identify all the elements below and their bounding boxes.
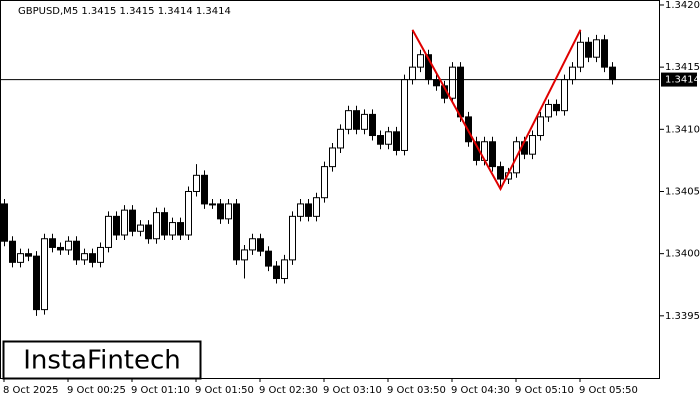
y-tick-label: 1.3420 xyxy=(665,0,700,11)
candle-body xyxy=(489,141,496,168)
x-tick-label: 9 Oct 01:50 xyxy=(195,385,254,396)
candle-body xyxy=(57,246,64,251)
candle-body xyxy=(233,203,240,261)
x-tick-label: 9 Oct 03:50 xyxy=(387,385,446,396)
x-tick-label: 9 Oct 04:30 xyxy=(451,385,510,396)
candle-body xyxy=(569,66,576,81)
candle-body xyxy=(537,116,544,137)
y-tick-label: 1.3405 xyxy=(665,186,700,197)
candle-body xyxy=(41,238,48,311)
candle-body xyxy=(81,253,88,261)
candle-body xyxy=(1,203,8,242)
current-price-box xyxy=(661,72,697,87)
candle-body xyxy=(369,113,376,137)
candle-body xyxy=(313,197,320,217)
candle-body xyxy=(321,166,328,199)
candle-body xyxy=(545,103,552,118)
candle-body xyxy=(65,240,72,251)
candle-body xyxy=(449,66,456,99)
logo: InstaFintech xyxy=(23,346,181,376)
candle-body xyxy=(577,41,584,68)
candle-body xyxy=(185,190,192,236)
candle-body xyxy=(377,135,384,145)
y-tick-label: 1.3395 xyxy=(665,311,700,322)
logo-box xyxy=(2,340,202,380)
x-tick-label: 9 Oct 05:10 xyxy=(515,385,574,396)
candle-body xyxy=(249,238,256,251)
plot-frame xyxy=(0,0,660,379)
chart-title: GBPUSD,M5 1.3415 1.3415 1.3414 1.3414 xyxy=(18,6,231,17)
candle-body xyxy=(457,66,464,118)
candle-body xyxy=(177,222,184,236)
candle-body xyxy=(529,135,536,155)
candle-body xyxy=(9,240,16,263)
candle-body xyxy=(273,265,280,280)
x-tick-label: 9 Oct 03:10 xyxy=(323,385,382,396)
candle-body xyxy=(409,66,416,81)
candle-body xyxy=(209,203,216,206)
candle-body xyxy=(401,79,408,151)
candle-body xyxy=(105,215,112,248)
candle-body xyxy=(289,215,296,261)
y-tick-label: 1.3410 xyxy=(665,124,700,135)
x-tick-label: 9 Oct 05:50 xyxy=(579,385,638,396)
candle-body xyxy=(73,240,80,261)
candle-body xyxy=(393,131,400,151)
x-tick-label: 8 Oct 2025 xyxy=(3,385,58,396)
candle-body xyxy=(161,212,168,236)
candle-body xyxy=(281,259,288,280)
candle-body xyxy=(153,212,160,240)
candle-body xyxy=(361,113,368,130)
candle-body xyxy=(585,41,592,58)
candle-body xyxy=(129,209,136,232)
candle-body xyxy=(385,131,392,145)
candle-body xyxy=(417,54,424,68)
candle-body xyxy=(121,209,128,236)
candle-body xyxy=(25,253,32,257)
y-tick-label: 1.3400 xyxy=(665,249,700,260)
x-tick-label: 9 Oct 01:10 xyxy=(131,385,190,396)
candle-body xyxy=(601,39,608,68)
candle-body xyxy=(97,246,104,263)
candle-body xyxy=(297,203,304,217)
candle-body xyxy=(305,203,312,217)
x-tick-label: 9 Oct 02:30 xyxy=(259,385,318,396)
candle-body xyxy=(145,224,152,240)
candle-body xyxy=(169,222,176,236)
candle-body xyxy=(609,66,616,81)
candle-body xyxy=(561,79,568,112)
candle-body xyxy=(89,253,96,263)
y-tick-label: 1.3415 xyxy=(665,62,700,73)
candle-body xyxy=(241,249,248,261)
x-tick-label: 9 Oct 00:25 xyxy=(67,385,126,396)
candle-body xyxy=(553,103,560,112)
candle-body xyxy=(225,203,232,220)
candle-body xyxy=(17,253,24,263)
candle-body xyxy=(217,203,224,220)
candle-body xyxy=(593,39,600,58)
candle-body xyxy=(433,79,440,87)
candle-body xyxy=(33,255,40,311)
candle-body xyxy=(193,174,200,192)
pattern-line xyxy=(411,29,582,192)
candle-body xyxy=(201,174,208,205)
candle-body xyxy=(353,110,360,130)
candle-body xyxy=(113,215,120,236)
candle-body xyxy=(257,238,264,252)
current-price-label: 1.3414 xyxy=(665,75,700,86)
candle-body xyxy=(137,224,144,232)
candle-body xyxy=(49,238,56,248)
candle-body xyxy=(329,147,336,168)
candle-body xyxy=(497,166,504,180)
candle-body xyxy=(337,128,344,149)
candle-body xyxy=(345,110,352,130)
candle-body xyxy=(265,250,272,267)
